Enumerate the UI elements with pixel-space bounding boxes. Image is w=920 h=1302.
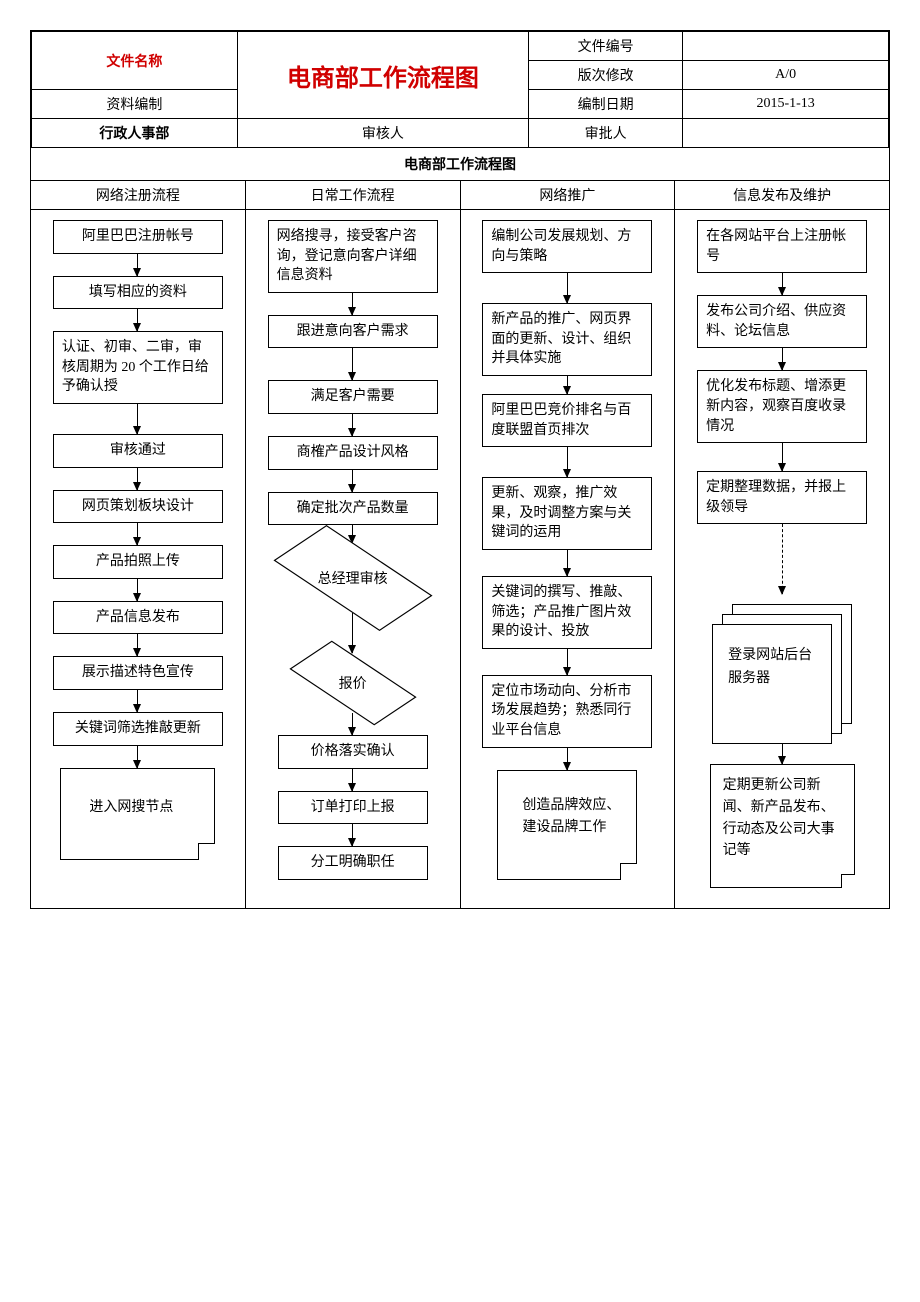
- arrow-down-icon: [137, 746, 138, 768]
- arrow-down-icon: [567, 550, 568, 576]
- lane2-node: 分工明确职任: [278, 846, 428, 880]
- lane4-terminal-note: 定期更新公司新闻、新产品发布、行动态及公司大事记等: [710, 764, 855, 888]
- lane1-end-text: 进入网搜节点: [89, 800, 173, 815]
- stack-text: 登录网站后台服务器: [728, 648, 812, 685]
- lane2-node: 订单打印上报: [278, 791, 428, 825]
- arrow-down-icon: [137, 309, 138, 331]
- lane1-node: 关键词筛选推敲更新: [53, 712, 223, 746]
- arrow-down-icon: [137, 690, 138, 712]
- arrow-down-icon: [137, 579, 138, 601]
- lane2-node: 商榷产品设计风格: [268, 436, 438, 470]
- arrow-down-icon: [352, 293, 353, 315]
- arrow-down-icon: [352, 613, 353, 653]
- lane4-node: 定期整理数据，并报上级领导: [697, 471, 867, 524]
- date-value: 2015-1-13: [683, 90, 889, 119]
- document-page: 文件名称 电商部工作流程图 文件编号 版次修改 A/0 资料编制 编制日期 20…: [30, 30, 890, 909]
- lane1-node: 认证、初审、二审，审核周期为 20 个工作日给予确认授: [53, 331, 223, 404]
- lane4-end-text: 定期更新公司新闻、新产品发布、行动态及公司大事记等: [723, 778, 835, 858]
- lane4-node: 优化发布标题、增添更新内容，观察百度收录情况: [697, 370, 867, 443]
- lane3-node: 阿里巴巴竞价排名与百度联盟首页排次: [482, 394, 652, 447]
- lane4-node: 在各网站平台上注册帐号: [697, 220, 867, 273]
- lane4-stacked-docs: 登录网站后台服务器: [712, 604, 852, 744]
- lane1-terminal-note: 进入网搜节点: [60, 768, 215, 860]
- arrow-down-icon: [782, 744, 783, 764]
- arrow-down-icon: [567, 447, 568, 477]
- arrow-down-icon: [352, 713, 353, 735]
- lane3-head: 网络推广: [461, 181, 675, 210]
- reviewer-label: 审核人: [237, 119, 528, 148]
- arrow-down-icon: [352, 348, 353, 380]
- doc-no-value: [683, 32, 889, 61]
- file-name-label: 文件名称: [32, 32, 238, 90]
- lane1-node: 产品拍照上传: [53, 545, 223, 579]
- lane2-head: 日常工作流程: [246, 181, 460, 210]
- arrow-down-icon: [782, 443, 783, 471]
- arrow-down-icon: [352, 525, 353, 543]
- header-table: 文件名称 电商部工作流程图 文件编号 版次修改 A/0 资料编制 编制日期 20…: [31, 31, 889, 148]
- lane-2: 日常工作流程 网络搜寻，接受客户咨询，登记意向客户详细信息资料 跟进意向客户需求…: [246, 181, 461, 908]
- arrow-down-icon: [137, 634, 138, 656]
- arrow-down-icon: [137, 254, 138, 276]
- decision-text: 总经理审核: [318, 568, 388, 588]
- arrow-down-icon: [567, 273, 568, 303]
- lane1-head: 网络注册流程: [31, 181, 245, 210]
- lane4-head: 信息发布及维护: [675, 181, 889, 210]
- lane2-decision: 报价: [278, 653, 428, 713]
- lane2-decision: 总经理审核: [278, 543, 428, 613]
- flow-title: 电商部工作流程图: [31, 148, 889, 181]
- dept-label: 行政人事部: [32, 119, 238, 148]
- arrow-down-icon: [567, 376, 568, 394]
- approver-label: 审批人: [529, 119, 683, 148]
- rev-label: 版次修改: [529, 61, 683, 90]
- lane1-node: 填写相应的资料: [53, 276, 223, 310]
- lane1-node: 阿里巴巴注册帐号: [53, 220, 223, 254]
- lane1-node: 审核通过: [53, 434, 223, 468]
- lane1-node: 网页策划板块设计: [53, 490, 223, 524]
- arrow-down-icon: [352, 414, 353, 436]
- lane3-node: 关键词的撰写、推敲、筛选；产品推广图片效果的设计、投放: [482, 576, 652, 649]
- swim-lanes: 网络注册流程 阿里巴巴注册帐号 填写相应的资料 认证、初审、二审，审核周期为 2…: [31, 181, 889, 908]
- lane3-node: 编制公司发展规划、方向与策略: [482, 220, 652, 273]
- lane-1: 网络注册流程 阿里巴巴注册帐号 填写相应的资料 认证、初审、二审，审核周期为 2…: [31, 181, 246, 908]
- lane1-node: 产品信息发布: [53, 601, 223, 635]
- arrow-down-icon: [137, 468, 138, 490]
- lane3-end-text: 创造品牌效应、建设品牌工作: [522, 798, 620, 835]
- approver-value: [683, 119, 889, 148]
- arrow-down-dashed-icon: [782, 524, 783, 594]
- date-label: 编制日期: [529, 90, 683, 119]
- lane2-node: 确定批次产品数量: [268, 492, 438, 526]
- compiled-by-label: 资料编制: [32, 90, 238, 119]
- lane4-node: 发布公司介绍、供应资料、论坛信息: [697, 295, 867, 348]
- lane3-node: 更新、观察，推广效果，及时调整方案与关键词的运用: [482, 477, 652, 550]
- arrow-down-icon: [782, 348, 783, 370]
- arrow-down-icon: [567, 748, 568, 770]
- arrow-down-icon: [137, 404, 138, 434]
- arrow-down-icon: [137, 523, 138, 545]
- lane3-node: 新产品的推广、网页界面的更新、设计、组织并具体实施: [482, 303, 652, 376]
- arrow-down-icon: [782, 273, 783, 295]
- lane-4: 信息发布及维护 在各网站平台上注册帐号 发布公司介绍、供应资料、论坛信息 优化发…: [675, 181, 889, 908]
- lane3-node: 定位市场动向、分析市场发展趋势；熟悉同行业平台信息: [482, 675, 652, 748]
- decision-text: 报价: [339, 673, 367, 693]
- doc-no-label: 文件编号: [529, 32, 683, 61]
- rev-value: A/0: [683, 61, 889, 90]
- lane2-node: 价格落实确认: [278, 735, 428, 769]
- arrow-down-icon: [567, 649, 568, 675]
- lane-3: 网络推广 编制公司发展规划、方向与策略 新产品的推广、网页界面的更新、设计、组织…: [461, 181, 676, 908]
- lane2-node: 满足客户需要: [268, 380, 438, 414]
- lane1-node: 展示描述特色宣传: [53, 656, 223, 690]
- lane2-node: 网络搜寻，接受客户咨询，登记意向客户详细信息资料: [268, 220, 438, 293]
- arrow-down-icon: [352, 824, 353, 846]
- arrow-down-icon: [352, 470, 353, 492]
- lane2-node: 跟进意向客户需求: [268, 315, 438, 349]
- lane3-terminal-note: 创造品牌效应、建设品牌工作: [497, 770, 637, 881]
- arrow-down-icon: [352, 769, 353, 791]
- main-title: 电商部工作流程图: [237, 32, 528, 119]
